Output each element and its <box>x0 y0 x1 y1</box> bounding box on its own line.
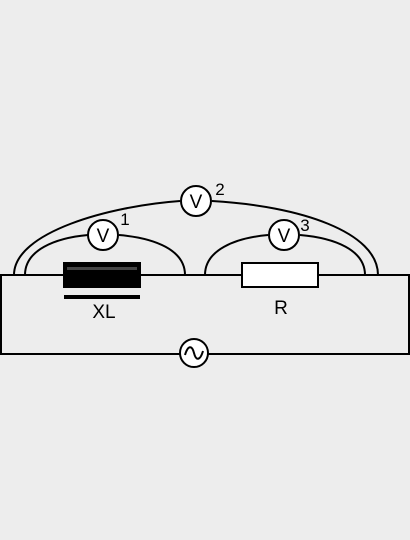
voltmeter-2 <box>180 185 212 217</box>
voltmeter-1-number: 1 <box>120 210 129 229</box>
voltmeter-3-number: 3 <box>300 216 309 235</box>
inductor-label: XL <box>92 302 115 323</box>
circuit-loop-wire <box>0 274 410 355</box>
ac-source-icon <box>184 346 204 360</box>
voltmeter-1-wire-right <box>118 234 186 276</box>
voltmeter-2-symbol: V <box>190 192 203 213</box>
voltmeter-1 <box>87 219 119 251</box>
voltmeter-3 <box>268 219 300 251</box>
inductor-underline <box>64 295 140 299</box>
voltmeter-3-symbol: V <box>278 226 291 247</box>
resistor-body <box>241 262 319 288</box>
voltmeter-2-wire <box>13 200 181 276</box>
voltmeter-3-wire-left <box>204 234 269 276</box>
voltmeter-2-number: 2 <box>215 180 224 199</box>
inductor-core-line <box>67 267 137 270</box>
inductor-body <box>63 262 141 288</box>
voltmeter-2-wire-right <box>211 200 379 276</box>
resistor-label: R <box>274 298 288 319</box>
voltmeter-1-wire-left <box>24 234 89 276</box>
voltmeter-1-symbol: V <box>97 226 110 247</box>
voltmeter-3-wire-right <box>299 234 366 276</box>
